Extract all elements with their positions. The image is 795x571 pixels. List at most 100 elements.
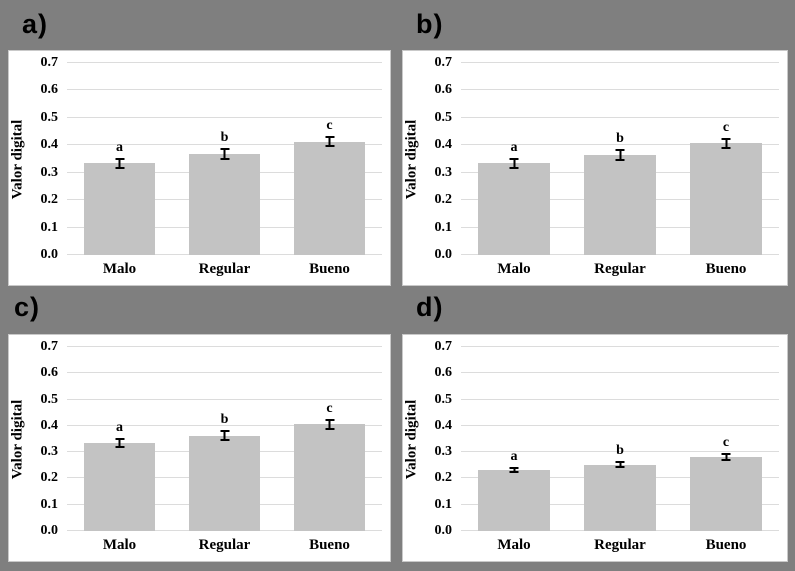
x-tick-label: Regular	[198, 537, 251, 553]
error-bar	[324, 136, 335, 148]
error-bar-stem	[328, 136, 331, 148]
y-tick-label: 0.5	[434, 109, 453, 125]
gridline	[461, 398, 779, 400]
x-tick-label: Malo	[497, 537, 531, 553]
error-bar-cap-top	[615, 461, 625, 464]
gridline	[461, 424, 779, 426]
bar-regular	[189, 435, 260, 531]
error-bar-cap-bottom	[509, 166, 519, 169]
x-tick-label: Malo	[102, 261, 137, 277]
significance-letter: b	[616, 443, 624, 459]
y-tick-label: 0.7	[434, 55, 453, 70]
error-bar-stem	[619, 461, 621, 469]
y-tick-label: 0.1	[40, 496, 59, 512]
chart-panel-d: Valor digital 0.0 0.1 0.2 0.3 0.4 0.5 0.6 0.7 a M…	[402, 334, 788, 562]
y-axis-title: Valor digital	[403, 399, 420, 479]
gridline	[67, 372, 382, 374]
panel-label-b: b)	[416, 9, 444, 39]
gridline	[67, 62, 382, 63]
y-tick-label: 0.7	[40, 55, 59, 70]
error-bar-cap-bottom	[721, 146, 731, 149]
error-bar-cap-top	[220, 148, 229, 151]
x-tick-label: Malo	[497, 261, 531, 277]
y-tick-label: 0.5	[40, 109, 59, 125]
y-tick-label: 0.3	[434, 164, 453, 180]
gridline	[461, 89, 779, 91]
y-axis-title: Valor digital	[9, 399, 26, 479]
error-bar-cap-bottom	[615, 466, 625, 469]
bar-malo	[84, 442, 155, 531]
bar-bueno	[690, 456, 762, 531]
error-bar-stem	[619, 148, 621, 161]
y-tick-label: 0.3	[434, 444, 453, 460]
error-bar	[114, 437, 125, 449]
significance-letter: a	[510, 448, 518, 464]
gridline	[67, 89, 382, 91]
significance-letter: c	[326, 401, 333, 417]
error-bar-cap-top	[325, 136, 334, 139]
error-bar	[509, 466, 520, 474]
gridline	[461, 346, 779, 347]
error-bar-cap-top	[220, 430, 229, 433]
y-tick-label: 0.6	[40, 82, 59, 98]
y-tick-label: 0.7	[40, 339, 59, 354]
y-tick-label: 0.1	[434, 219, 453, 235]
significance-letter: c	[722, 434, 730, 450]
error-bar-cap-top	[615, 148, 625, 151]
bar-malo	[478, 470, 550, 531]
chart-panel-a: Valor digital 0.0 0.1 0.2 0.3 0.4 0.5 0.6 0.7 a M…	[8, 50, 391, 286]
x-tick-label: Regular	[198, 261, 251, 277]
x-tick-label: Bueno	[705, 261, 747, 277]
error-bar-stem	[513, 466, 515, 474]
error-bar	[615, 148, 626, 161]
y-tick-label: 0.0	[40, 523, 59, 538]
significance-letter: c	[326, 118, 333, 134]
error-bar-cap-bottom	[325, 427, 334, 430]
error-bar	[114, 157, 125, 169]
error-bar-cap-bottom	[615, 158, 625, 161]
error-bar-cap-top	[325, 419, 334, 422]
bar-bueno	[294, 141, 365, 255]
error-bar-cap-top	[509, 157, 519, 160]
bar-bueno	[294, 424, 365, 531]
y-tick-label: 0.3	[40, 444, 59, 460]
bar-regular	[584, 464, 656, 531]
gridline	[67, 116, 382, 118]
y-tick-label: 0.4	[434, 417, 453, 433]
significance-letter: a	[116, 139, 123, 155]
gridline	[461, 62, 779, 63]
error-bar	[615, 461, 626, 469]
error-bar-cap-bottom	[220, 158, 229, 161]
significance-letter: a	[116, 419, 123, 435]
y-tick-label: 0.0	[40, 247, 59, 262]
error-bar-stem	[223, 148, 226, 161]
y-tick-label: 0.4	[40, 137, 59, 153]
y-tick-label: 0.3	[40, 164, 59, 180]
gridline	[67, 346, 382, 347]
error-bar-stem	[118, 437, 121, 449]
error-bar	[219, 430, 230, 442]
significance-letter: a	[510, 139, 518, 155]
gridline	[67, 424, 382, 426]
y-tick-label: 0.2	[434, 192, 453, 208]
error-bar-cap-top	[509, 466, 519, 469]
y-tick-label: 0.4	[434, 137, 453, 153]
x-tick-label: Bueno	[705, 537, 747, 553]
chart-panel-c: Valor digital 0.0 0.1 0.2 0.3 0.4 0.5 0.6 0.7 a M…	[8, 334, 391, 562]
panel-label-d: d)	[416, 292, 444, 322]
error-bar	[721, 452, 732, 461]
gridline	[461, 116, 779, 118]
panel-label-c: c)	[14, 292, 41, 322]
error-bar-cap-bottom	[509, 471, 519, 474]
y-tick-label: 0.6	[434, 365, 453, 381]
x-tick-label: Regular	[594, 261, 646, 277]
y-tick-label: 0.0	[434, 247, 453, 262]
chart-panel-b: Valor digital 0.0 0.1 0.2 0.3 0.4 0.5 0.6 0.7 a M…	[402, 50, 788, 286]
y-tick-label: 0.6	[40, 365, 59, 381]
gridline	[461, 144, 779, 146]
error-bar-cap-bottom	[115, 446, 124, 449]
plot-area-d: 0.0 0.1 0.2 0.3 0.4 0.5 0.6 0.7 a Malo b Regular c Bu…	[435, 340, 779, 553]
error-bar-cap-top	[721, 452, 731, 455]
y-tick-label: 0.0	[434, 523, 453, 538]
